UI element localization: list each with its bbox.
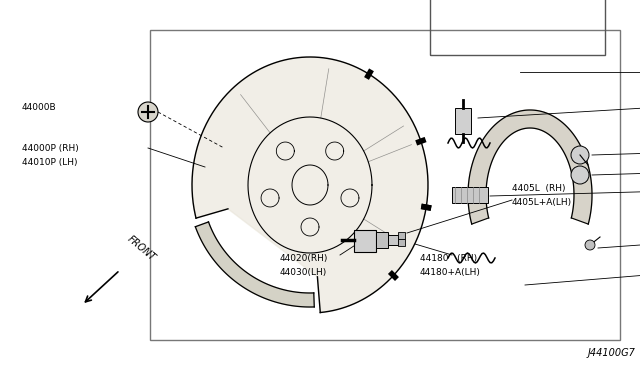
Bar — [150, 30, 620, 340]
Text: 44180+A(LH): 44180+A(LH) — [420, 267, 481, 276]
Text: 44020(RH): 44020(RH) — [280, 253, 328, 263]
Bar — [376, 232, 388, 248]
Polygon shape — [468, 110, 592, 224]
Circle shape — [571, 166, 589, 184]
Text: 44030(LH): 44030(LH) — [280, 267, 327, 276]
Bar — [354, 230, 376, 252]
Bar — [430, 0, 605, 55]
Text: 4405L+A(LH): 4405L+A(LH) — [512, 198, 572, 206]
Circle shape — [585, 240, 595, 250]
Text: 44180   (RH): 44180 (RH) — [420, 253, 477, 263]
Polygon shape — [195, 222, 314, 307]
Bar — [388, 235, 398, 245]
Polygon shape — [192, 57, 428, 312]
Circle shape — [138, 102, 158, 122]
Bar — [452, 187, 488, 203]
Text: 44000B: 44000B — [22, 103, 56, 112]
Text: 44000P (RH): 44000P (RH) — [22, 144, 79, 153]
Text: 44010P (LH): 44010P (LH) — [22, 157, 77, 167]
Text: J44100G7: J44100G7 — [587, 348, 635, 358]
Bar — [398, 232, 405, 239]
Text: FRONT: FRONT — [125, 234, 157, 263]
Text: 4405L  (RH): 4405L (RH) — [512, 183, 566, 192]
Bar — [398, 239, 405, 246]
Bar — [455, 108, 471, 134]
Circle shape — [571, 146, 589, 164]
